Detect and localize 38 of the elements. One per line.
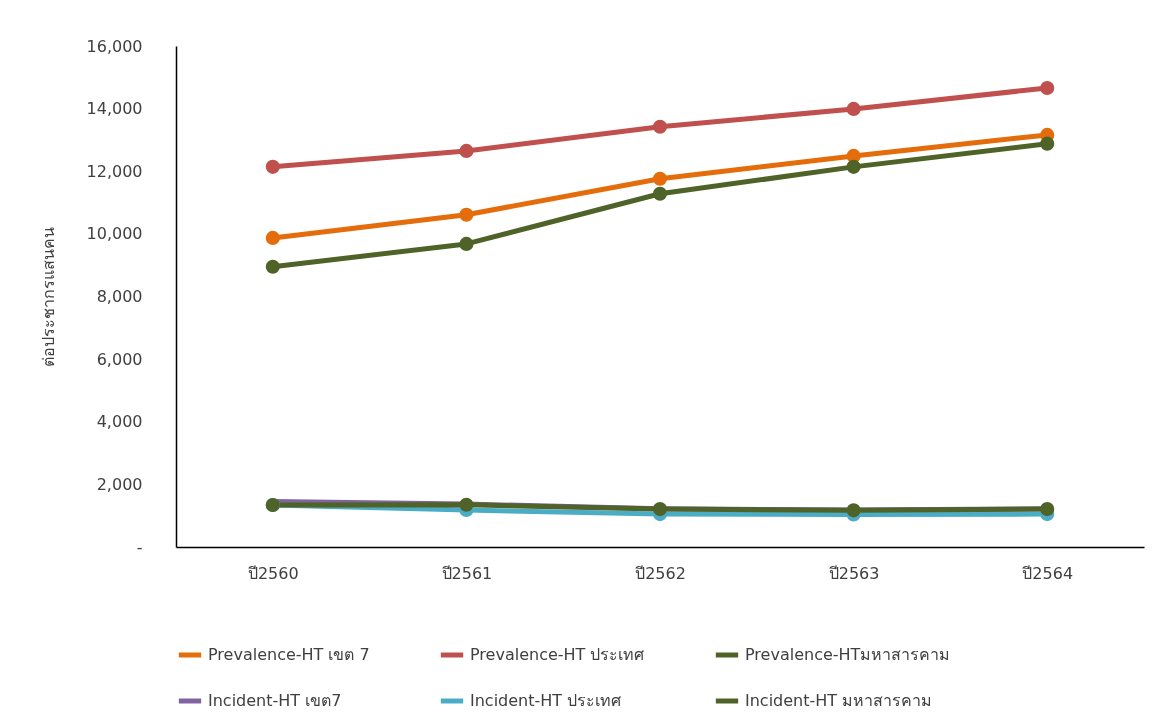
x-tick-label: ปี2562 [635,563,686,583]
x-tick-label: ปี2563 [828,563,880,583]
y-tick-label: 14,000 [86,99,143,119]
legend-label: Prevalence-HTมหาสารคาม [745,645,951,664]
point [265,259,280,274]
point [652,119,668,134]
x-tick-label: ปี2564 [1022,563,1074,583]
legend-label: Incident-HT มหาสารคาม [745,691,933,710]
y-tick-label: - [136,537,143,557]
legend-label: Incident-HT เขต7 [208,691,342,710]
y-tick-label: 2,000 [96,474,143,494]
point [652,502,668,517]
point [846,503,861,518]
point [459,143,474,158]
point [459,207,474,222]
y-tick-label: 16,000 [86,36,143,56]
point [1040,136,1055,151]
point [459,236,474,251]
point [846,159,861,174]
y-tick-label: 4,000 [96,412,143,432]
point [846,101,861,116]
point [265,230,280,245]
point [459,497,474,512]
y-axis-title: ต่อประชากรแสนคน [38,227,58,367]
point [652,171,668,186]
point [1040,502,1055,517]
y-tick-label: 12,000 [86,161,143,181]
y-tick-label: 10,000 [86,224,143,244]
y-tick-label: 8,000 [96,287,143,306]
y-tick-label: 6,000 [96,349,143,369]
point [265,159,280,174]
legend-label: Prevalence-HT เขต 7 [208,645,370,664]
legend-label: Incident-HT ประเทศ [470,691,622,710]
x-tick-label: ปี2561 [441,563,493,583]
point [1040,80,1055,96]
point [652,186,668,201]
legend-label: Prevalence-HT ประเทศ [470,645,645,664]
x-tick-label: ปี2560 [247,563,299,583]
